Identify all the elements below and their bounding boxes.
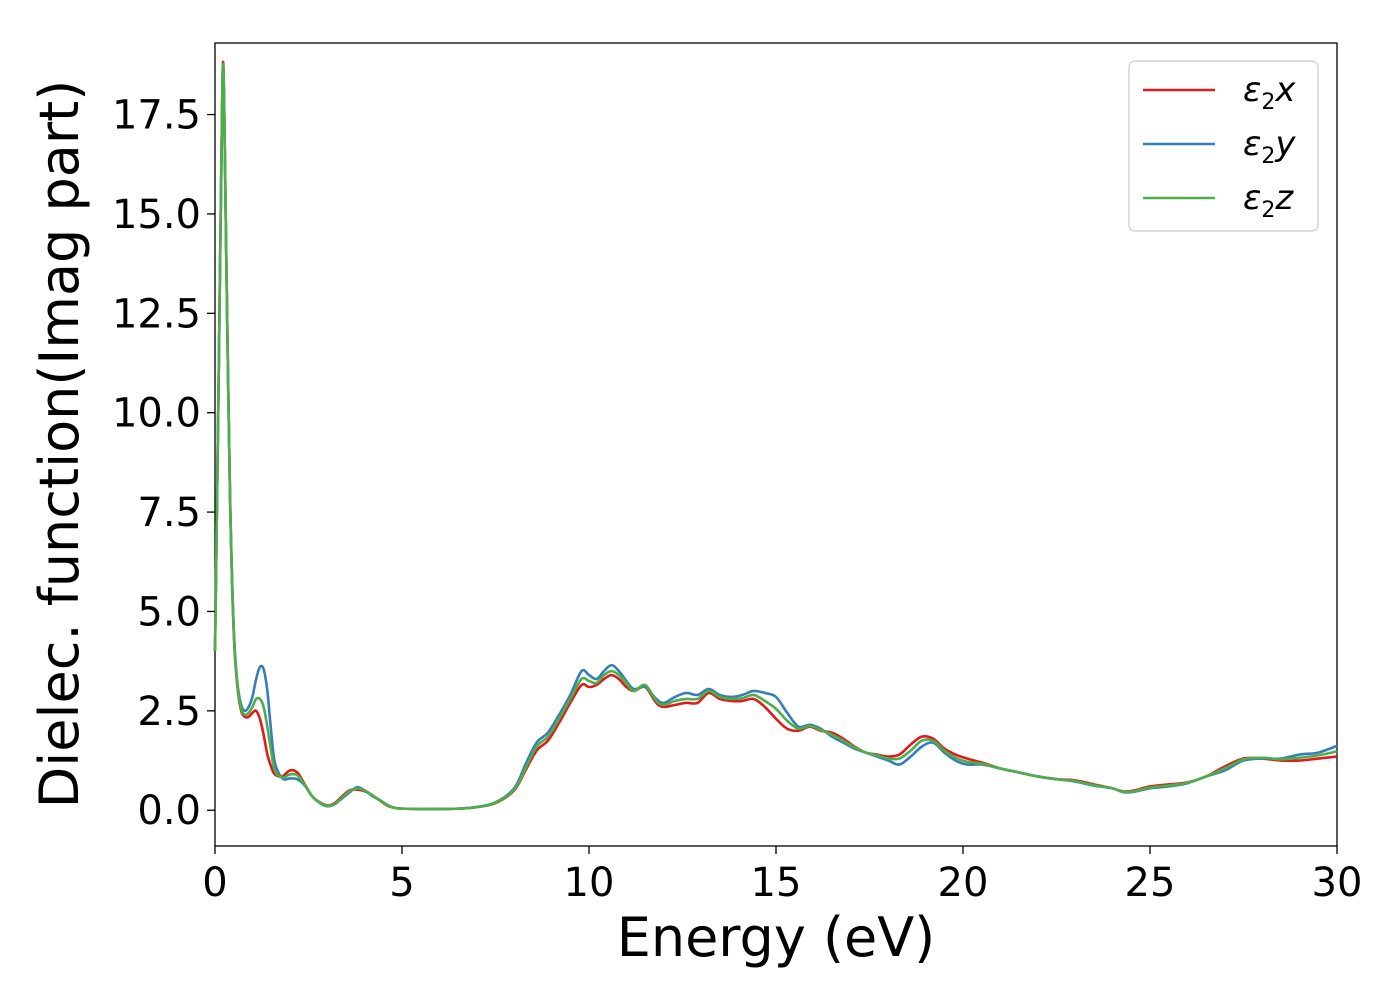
- x-tick-label: 20: [938, 860, 989, 906]
- y-axis: 0.0 2.5 5.0 7.5 10.0 12.5 15.0 17.5: [112, 93, 215, 834]
- y-tick-label: 0.0: [137, 788, 201, 834]
- x-tick-label: 5: [389, 860, 414, 906]
- y-tick-label: 12.5: [112, 291, 201, 337]
- y-axis-title: Dielec. function(Imag part): [28, 80, 91, 809]
- x-tick-label: 10: [564, 860, 615, 906]
- legend-label-x: ε2x: [1243, 70, 1296, 115]
- y-tick-label: 7.5: [137, 490, 201, 536]
- y-tick-label: 17.5: [112, 93, 201, 139]
- legend-box: [1128, 60, 1319, 232]
- y-tick-label: 15.0: [112, 192, 201, 238]
- x-tick-label: 15: [751, 860, 802, 906]
- series-layer: [213, 60, 1338, 811]
- y-tick-label: 2.5: [137, 689, 201, 735]
- x-tick-label: 30: [1312, 860, 1363, 906]
- x-axis: 0 5 10 15 20 25 30: [202, 846, 1362, 906]
- legend: ε2x ε2y ε2z: [1128, 60, 1319, 232]
- y-tick-label: 10.0: [112, 391, 201, 437]
- x-tick-label: 0: [202, 860, 227, 906]
- y-tick-label: 5.0: [137, 589, 201, 635]
- x-tick-label: 25: [1125, 860, 1176, 906]
- legend-label-z: ε2z: [1243, 178, 1294, 223]
- x-axis-title: Energy (eV): [617, 906, 936, 969]
- legend-label-y: ε2y: [1243, 124, 1296, 169]
- series-line-z: [213, 62, 1338, 811]
